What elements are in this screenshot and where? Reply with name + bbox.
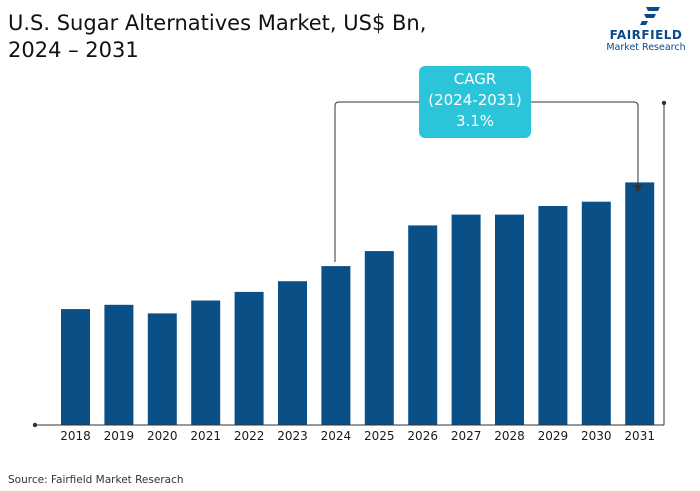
x-tick-label-2023: 2023 <box>277 429 308 443</box>
bar-2021 <box>191 300 221 425</box>
bar-2030 <box>581 201 611 425</box>
bar-2031 <box>625 182 655 425</box>
bar-2027 <box>451 214 481 425</box>
source-note: Source: Fairfield Market Reserach <box>8 474 184 486</box>
cagr-annotation: CAGR (2024-2031) 3.1% <box>419 66 531 138</box>
x-tick-label-2029: 2029 <box>538 429 569 443</box>
bar-2025 <box>364 251 394 425</box>
chart-title-line1: U.S. Sugar Alternatives Market, US$ Bn, <box>8 11 427 35</box>
bar-2028 <box>495 214 524 425</box>
chart-title: U.S. Sugar Alternatives Market, US$ Bn, … <box>8 10 528 64</box>
bar-2023 <box>278 281 307 425</box>
bar-2019 <box>104 304 134 425</box>
bar-2020 <box>147 313 177 425</box>
x-tick-label-2026: 2026 <box>407 429 438 443</box>
cagr-label: CAGR <box>453 70 497 88</box>
x-tick-label-2019: 2019 <box>104 429 135 443</box>
logo-wordmark: FAIRFIELD <box>609 28 683 42</box>
x-tick-label-2031: 2031 <box>624 429 655 443</box>
x-tick-label-2021: 2021 <box>190 429 221 443</box>
cagr-period: (2024-2031) <box>428 91 522 109</box>
fairfield-logo: FAIRFIELD Market Research <box>596 6 696 53</box>
x-tick-label-2025: 2025 <box>364 429 395 443</box>
x-tick-labels: 2018 2019 2020 2021 2022 2023 2024 2025 2026 2027… <box>60 429 655 443</box>
x-tick-label-2030: 2030 <box>581 429 612 443</box>
x-tick-label-2022: 2022 <box>234 429 265 443</box>
cagr-arrow-head-icon <box>633 185 643 193</box>
x-axis-start-dot <box>32 422 38 428</box>
bar-2026 <box>408 225 438 425</box>
x-tick-label-2024: 2024 <box>321 429 352 443</box>
cagr-value: 3.1% <box>455 112 495 130</box>
bars-layer <box>61 182 655 425</box>
y-axis-top-dot <box>661 100 667 106</box>
x-tick-label-2028: 2028 <box>494 429 525 443</box>
x-tick-label-2018: 2018 <box>60 429 91 443</box>
bar-2029 <box>538 206 568 425</box>
fairfield-logo-icon <box>640 7 660 25</box>
chart-title-line2: 2024 – 2031 <box>8 38 139 62</box>
x-tick-label-2020: 2020 <box>147 429 178 443</box>
x-tick-label-2027: 2027 <box>451 429 482 443</box>
cagr-bracket-line <box>334 101 639 262</box>
logo-tagline: Market Research <box>606 42 686 53</box>
bar-2018 <box>61 309 90 425</box>
bar-2024 <box>321 266 351 425</box>
bar-2022 <box>234 291 264 425</box>
